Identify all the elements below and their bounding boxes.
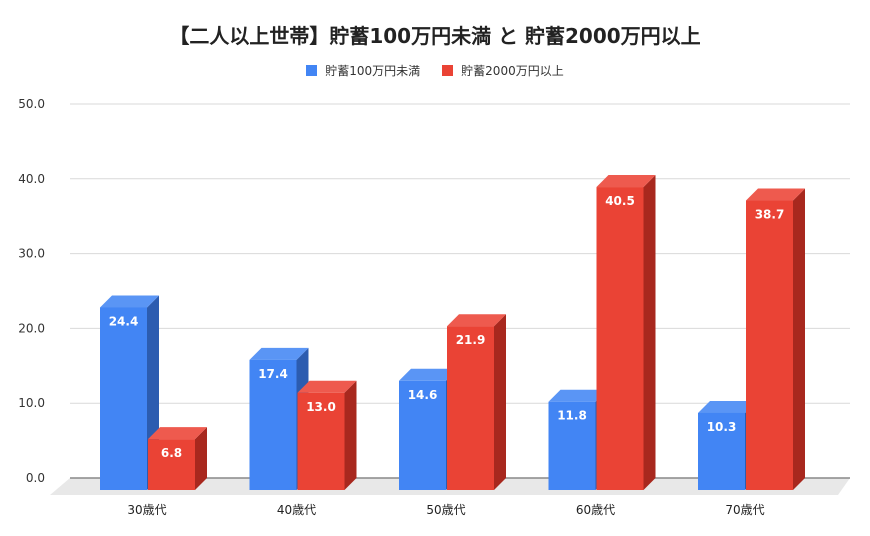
bar	[100, 307, 147, 490]
bar-top	[698, 400, 757, 413]
data-label: 10.3	[707, 420, 737, 434]
bar-top	[399, 368, 458, 381]
data-label: 14.6	[408, 388, 438, 402]
x-tick-label: 50歳代	[426, 503, 465, 517]
bar-top	[596, 175, 656, 188]
legend-label: 貯蓄100万円未満	[325, 64, 421, 78]
x-tick-label: 70歳代	[725, 503, 764, 517]
legend: 貯蓄100万円未満 貯蓄2000万円以上	[0, 62, 870, 79]
y-tick-label: 10.0	[18, 396, 45, 410]
bar-top	[100, 295, 159, 308]
data-label: 40.5	[605, 194, 635, 208]
x-tick-label: 40歳代	[277, 503, 316, 517]
y-tick-label: 40.0	[18, 172, 45, 186]
bar-side	[195, 427, 207, 490]
bar-top	[148, 427, 207, 440]
legend-swatch	[442, 65, 454, 76]
data-label: 21.9	[456, 333, 486, 347]
data-label: 24.4	[109, 314, 139, 328]
bar	[548, 401, 596, 490]
bar-top	[249, 347, 309, 360]
data-label: 11.8	[557, 409, 587, 423]
y-tick-label: 30.0	[18, 247, 45, 261]
y-tick-label: 0.0	[26, 471, 45, 485]
x-tick-label: 30歳代	[127, 503, 166, 517]
chart-title: 【二人以上世帯】貯蓄100万円未満 と 貯蓄2000万円以上	[169, 24, 701, 48]
bar-side	[793, 188, 805, 491]
bar	[596, 187, 644, 490]
legend-item: 貯蓄100万円未満	[306, 62, 420, 79]
bar-side	[344, 380, 357, 490]
data-label: 17.4	[258, 367, 288, 381]
legend-label: 貯蓄2000万円以上	[461, 64, 564, 78]
bar	[447, 326, 494, 490]
bar	[148, 439, 195, 490]
data-label: 13.0	[306, 400, 336, 414]
bar	[698, 412, 745, 490]
x-tick-label: 60歳代	[576, 503, 615, 517]
data-label: 6.8	[161, 446, 182, 460]
bar	[399, 380, 446, 490]
legend-item: 貯蓄2000万円以上	[442, 62, 564, 79]
data-label: 38.7	[755, 208, 785, 222]
legend-swatch	[306, 65, 318, 76]
bar	[746, 200, 793, 491]
bar-side	[494, 314, 506, 490]
bar	[249, 359, 297, 490]
bar-top	[548, 389, 608, 402]
bar-top	[447, 314, 506, 327]
y-tick-label: 20.0	[18, 321, 45, 335]
y-tick-label: 50.0	[18, 97, 45, 111]
bar-top	[297, 380, 357, 393]
bar-top	[746, 188, 805, 201]
bar-side	[643, 175, 656, 490]
bar	[297, 392, 345, 490]
